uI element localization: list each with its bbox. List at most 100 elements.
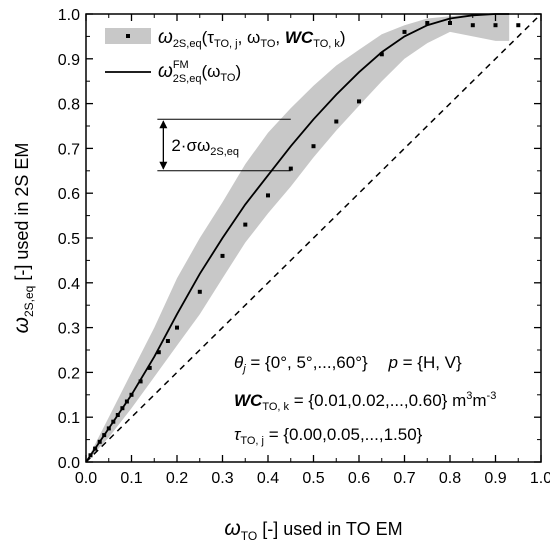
y-axis-symbol: ω [10,317,33,333]
annotation-tau-symbol: τ [234,425,242,444]
x-tick-label: 0.8 [439,470,461,487]
legend1-symbol: ω [158,61,173,82]
annotation-theta-symbol: θ [234,353,244,372]
data-point [379,52,384,57]
data-point [493,23,498,28]
x-tick-label: 0.7 [393,470,415,487]
data-point [147,365,152,370]
data-point [448,21,452,25]
annotation-theta-sub: j [241,363,246,375]
legend-entry-points: ω2S,eq(τTO, j, ωTO, WCTO, k) [158,27,346,50]
legend1-args-sub: TO [220,72,236,84]
data-point [425,21,430,25]
legend0-args-sub: TO, j [214,38,238,50]
legend0-wc: WC [285,28,314,47]
parameter-annotations: θj = {0°, 5°,...,60°} p = {H, V} WCTO, k … [234,353,496,447]
annotation-theta: θj = {0°, 5°,...,60°} p = {H, V} [234,353,462,375]
legend0-sub: 2S,eq [173,38,202,50]
y-tick-label: 0.4 [58,276,80,293]
data-point [175,325,179,330]
legend0-wc-sub: TO, k [313,38,340,50]
annotation-wc: WCTO, k = {0.01,0.02,...,0.60} m3m-3 [234,390,496,413]
y-axis-label: ω2S,eq [-] used in 2S EM [10,143,36,334]
y-axis-subscript: 2S,eq [22,286,36,317]
x-axis-label: ωTO [-] used in TO EM [224,517,402,543]
legend0-close: ) [340,28,346,47]
legend0-args2: , ω [238,28,261,47]
y-tick-label: 0.5 [58,231,80,248]
legend-entry-fit: ωFM 2S,eq(ωTO) [158,59,241,85]
legend0-args3: , [275,28,284,47]
legend0-args: (τ [202,28,215,47]
annotation-gap [368,353,373,372]
x-tick-label: 0.9 [484,470,506,487]
data-point [197,289,202,294]
sigma-label-sub: 2S,eq [210,146,239,158]
data-point [266,193,270,198]
y-tick-label: 0.7 [58,141,80,158]
y-tick-label: 0.1 [58,410,80,427]
legend0-symbol: ω [158,27,173,48]
annotation-wc-text: = {0.01,0.02,...,0.60} m [289,391,466,410]
annotation-p-symbol: p [387,353,397,372]
y-tick-label: 0.6 [58,186,80,203]
y-tick-label: 0.8 [58,97,80,114]
annotation-tau-text: = {0.00,0.05,...,1.50} [264,425,423,444]
x-axis-symbol: ω [224,517,240,540]
x-tick-label: 0.0 [75,470,97,487]
x-tick-label: 0.5 [302,470,324,487]
legend1-sub: 2S,eq [173,73,202,85]
y-tick-label: 1.0 [58,7,80,24]
y-axis-text: [-] used in 2S EM [12,143,32,286]
sigma-label-text: 2·σω [171,136,210,155]
x-tick-label: 1.0 [530,470,550,487]
data-point [334,119,339,124]
y-tick-label: 0.2 [58,365,80,382]
legend1-sup: FM [173,59,189,71]
annotation-p-text: = {H, V} [398,353,462,372]
data-point [311,144,316,149]
y-tick-label: 0.3 [58,321,80,338]
x-tick-label: 0.6 [348,470,370,487]
y-tick-label: 0.9 [58,52,80,69]
data-point [288,166,293,171]
annotation-wc-sup1: 3 [466,390,472,402]
x-tick-label: 0.3 [211,470,233,487]
fm-fit-line [85,13,510,463]
data-point [138,379,143,384]
uncertainty-band-layer [86,14,510,462]
x-axis-subscript: TO [241,529,257,543]
series-layer [85,13,542,463]
annotation-theta-text: = {0°, 5°,...,60°} [246,353,368,372]
annotation-wc-symbol: WC [234,391,263,410]
annotation-wc-mid: m [472,391,486,410]
legend: ω2S,eq(τTO, j, ωTO, WCTO, k)ωFM 2S,eq(ωTO… [105,27,346,85]
legend-marker-square [126,34,130,38]
data-point [470,23,475,28]
data-point [156,350,161,355]
x-tick-label: 0.2 [166,470,188,487]
data-point [402,29,407,34]
sigma-label: 2·σω2S,eq [171,136,239,158]
legend1-args: (ω [201,62,220,81]
uncertainty-band [86,14,510,462]
ticks-layer: 0.0 0.1 0.2 0.3 0.4 0.5 0.6 0.7 0.8 0.9 1.0 0.0 0.1 0… [58,7,550,487]
x-tick-label: 0.1 [120,470,142,487]
data-point [357,99,361,104]
y-tick-label: 0.0 [58,455,80,472]
data-point [243,222,248,227]
sigma-annotation: 2·σω2S,eq [157,118,291,172]
annotation-tau-sub: TO, j [240,435,264,447]
annotation-wc-sub: TO, k [262,401,289,413]
sigma-arrow-head-up [159,120,168,129]
one-to-one-dashed-line [85,13,542,463]
x-tick-label: 0.4 [257,470,279,487]
legend1-close: ) [235,62,241,81]
annotation-wc-sup2: -3 [487,390,497,402]
x-axis-text: [-] used in TO EM [257,519,402,539]
data-point [220,253,225,258]
sigma-arrow-head-down [159,161,168,170]
